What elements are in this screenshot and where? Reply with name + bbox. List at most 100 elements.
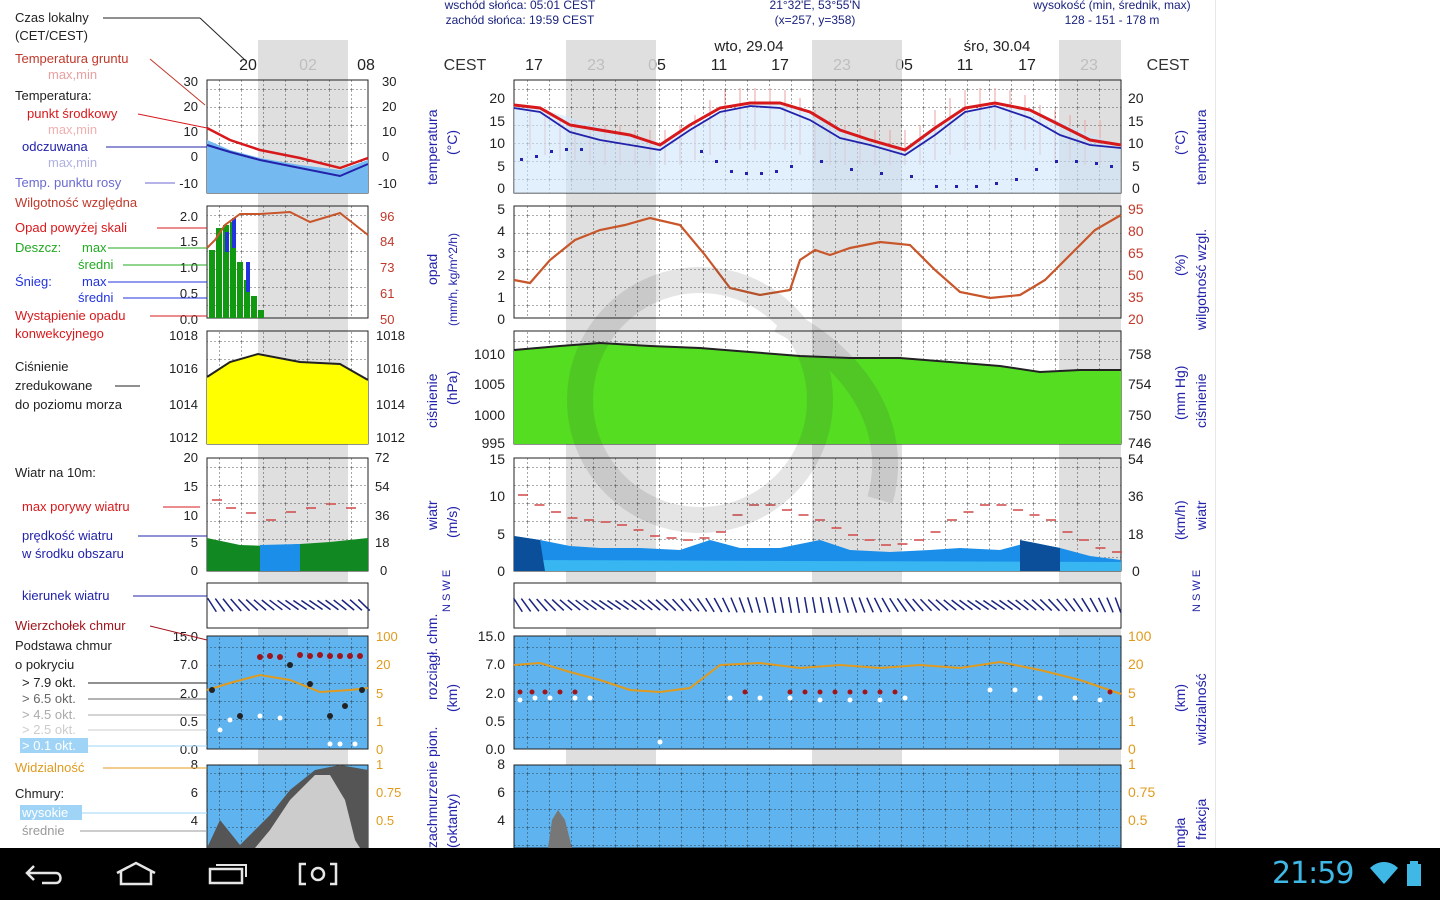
hour-label-left: 08 bbox=[357, 57, 375, 74]
right-blank-area bbox=[1215, 0, 1440, 848]
wind-arrow bbox=[520, 598, 532, 612]
tick: 754 bbox=[1128, 376, 1152, 392]
tick: 73 bbox=[380, 260, 394, 275]
legend-ground-temp: Temperatura gruntu bbox=[15, 51, 128, 66]
battery-icon bbox=[1404, 860, 1424, 893]
legend-cloud-base-2: o pokryciu bbox=[15, 657, 74, 672]
axis-label: (%) bbox=[1172, 254, 1188, 276]
wind-arrow bbox=[349, 599, 363, 611]
legend-okt-4: > 2.5 okt. bbox=[22, 722, 76, 737]
grid-xy-text: (x=257, y=358) bbox=[775, 13, 856, 27]
hour-label-left: 20 bbox=[239, 57, 257, 74]
tick: 8 bbox=[497, 756, 505, 772]
wind-arrow bbox=[688, 598, 700, 612]
sunset-text: zachód słońca: 19:59 CEST bbox=[446, 13, 595, 27]
legend-clouds: Chmury: bbox=[15, 786, 64, 801]
tick: 6 bbox=[497, 784, 505, 800]
wind-arrow bbox=[528, 598, 540, 612]
tick: 10 bbox=[184, 124, 198, 139]
tick: 95 bbox=[1128, 201, 1144, 217]
tick: 995 bbox=[482, 435, 506, 451]
wind-arrow bbox=[575, 599, 589, 611]
wind-arrow bbox=[967, 599, 981, 611]
tick: -10 bbox=[378, 176, 397, 191]
tick: 18 bbox=[375, 535, 389, 550]
wind-arrow bbox=[1089, 597, 1099, 613]
screenshot-button[interactable] bbox=[290, 858, 346, 890]
tick: 18 bbox=[1128, 526, 1144, 542]
wind-arrow bbox=[253, 599, 267, 611]
watermark-logo bbox=[567, 267, 899, 533]
axis-label: (km) bbox=[1172, 684, 1188, 712]
wind-arrow bbox=[843, 597, 849, 613]
tick: 1000 bbox=[474, 407, 505, 423]
tick: 10 bbox=[1128, 135, 1144, 151]
tick: 15 bbox=[184, 479, 198, 494]
recent-apps-icon bbox=[208, 864, 247, 885]
wind-arrow bbox=[959, 599, 973, 611]
tick: 4 bbox=[497, 223, 505, 239]
tick: 0.75 bbox=[1128, 784, 1155, 800]
wind-arrow bbox=[325, 599, 339, 611]
wind-arrow bbox=[927, 598, 941, 612]
home-button[interactable] bbox=[108, 858, 164, 890]
wind-arrow bbox=[333, 599, 347, 611]
home-icon bbox=[116, 861, 156, 886]
wind-arrow bbox=[1015, 599, 1029, 611]
wind-arrow bbox=[1081, 597, 1091, 613]
legend-snow-mean: średni bbox=[78, 290, 114, 305]
tick: 0 bbox=[1128, 741, 1136, 757]
wind-arrow bbox=[730, 597, 738, 613]
tick: 36 bbox=[1128, 488, 1144, 504]
tick: 5 bbox=[497, 201, 505, 217]
tick: 1014 bbox=[169, 397, 198, 412]
tick: 54 bbox=[1128, 451, 1144, 467]
recent-apps-button[interactable] bbox=[200, 858, 256, 890]
wind-arrow bbox=[559, 599, 573, 611]
wind-arrow bbox=[835, 597, 841, 613]
tick: 0 bbox=[191, 563, 198, 578]
day-label-2: śro, 30.04 bbox=[964, 38, 1031, 55]
axis-label: (mm/h, kg/m^2/h) bbox=[446, 233, 460, 326]
wind-arrow bbox=[1023, 599, 1037, 611]
wind-arrow bbox=[214, 598, 226, 612]
legend-wind-speed: prędkość wiatru bbox=[22, 528, 113, 543]
tick: 50 bbox=[380, 312, 394, 327]
back-button[interactable] bbox=[20, 858, 70, 890]
wind-arrow bbox=[292, 599, 308, 611]
legend-rain: Deszcz: bbox=[15, 240, 61, 255]
legend-local-time: Czas lokalny bbox=[15, 10, 89, 25]
tick: 8 bbox=[191, 757, 198, 772]
legend-maxmin-2: max,min bbox=[48, 155, 97, 170]
legend-dew-point: Temp. punktu rosy bbox=[15, 175, 122, 190]
legend-pressure-3: do poziomu morza bbox=[15, 397, 123, 412]
tick: 0.5 bbox=[1128, 812, 1148, 828]
legend-mid: średnie bbox=[22, 823, 65, 838]
meteogram-view[interactable]: wschód słońca: 05:01 CEST zachód słońca:… bbox=[0, 0, 1215, 848]
axis-label: opad bbox=[424, 254, 440, 285]
wind-arrow bbox=[763, 597, 769, 613]
wind-arrow bbox=[300, 599, 316, 611]
wind-arrow bbox=[771, 597, 777, 613]
tick: 50 bbox=[1128, 267, 1144, 283]
wind-arrow bbox=[1056, 598, 1068, 612]
axis-label: (hPa) bbox=[444, 371, 460, 405]
tick: 0.0 bbox=[180, 742, 198, 757]
meteogram-chart: wschód słońca: 05:01 CEST zachód słońca:… bbox=[15, 0, 1209, 848]
tick: 750 bbox=[1128, 407, 1152, 423]
wind-arrow bbox=[974, 599, 990, 611]
tick: 30 bbox=[184, 74, 198, 89]
legend-cloud-top: Wierzchołek chmur bbox=[15, 618, 126, 633]
axis-label: ciśnienie bbox=[424, 373, 440, 428]
wind-arrow bbox=[713, 597, 723, 613]
tick: 54 bbox=[375, 479, 389, 494]
tick: 7.0 bbox=[180, 657, 198, 672]
tick: 5 bbox=[1128, 685, 1136, 701]
hour-label: 17 bbox=[1018, 57, 1036, 74]
tick: 1018 bbox=[376, 328, 405, 343]
tick: 0 bbox=[191, 149, 198, 164]
navigation-bar bbox=[0, 848, 1440, 900]
legend-pressure: Ciśnienie bbox=[15, 359, 68, 374]
legend-ground-maxmin: max,min bbox=[48, 67, 97, 82]
legend-maxmin-1: max,min bbox=[48, 122, 97, 137]
